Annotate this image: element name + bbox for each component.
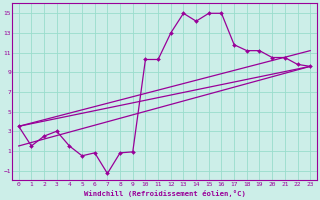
X-axis label: Windchill (Refroidissement éolien,°C): Windchill (Refroidissement éolien,°C) [84, 190, 245, 197]
